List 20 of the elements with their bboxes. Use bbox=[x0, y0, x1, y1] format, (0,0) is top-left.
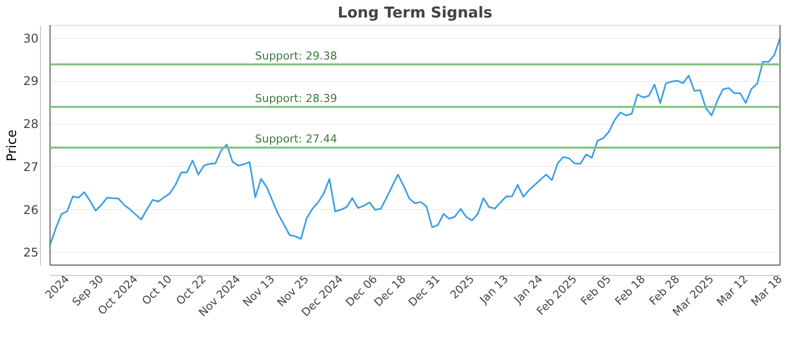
line-series bbox=[49, 37, 781, 246]
y-tick-label: 25 bbox=[23, 246, 38, 260]
ref-line-label: Support: 27.44 bbox=[255, 132, 338, 146]
x-tick-label: Feb 05 bbox=[578, 272, 614, 308]
y-tick-label: 26 bbox=[23, 202, 38, 217]
y-tick-label: 28 bbox=[23, 117, 38, 132]
x-tick-label: Mar 12 bbox=[714, 272, 751, 309]
ref-line-label: Support: 28.39 bbox=[255, 92, 338, 105]
y-tick-label: 27 bbox=[23, 160, 38, 174]
chart-title: Long Term Signals bbox=[338, 4, 492, 22]
x-tick-label: Mar 18 bbox=[748, 272, 785, 309]
x-tick-label: Nov 13 bbox=[240, 272, 278, 310]
y-axis-title: Price bbox=[5, 130, 20, 162]
ref-line-label: Support: 29.38 bbox=[255, 49, 338, 62]
y-tick-label: 29 bbox=[23, 74, 38, 88]
y-tick-label: 30 bbox=[23, 31, 38, 46]
x-tick-label: Dec 31 bbox=[406, 272, 443, 310]
x-tick-label: Feb 18 bbox=[612, 272, 648, 308]
x-tick-label: Jan 13 bbox=[476, 272, 511, 307]
x-tick-label: Oct 10 bbox=[139, 272, 175, 308]
